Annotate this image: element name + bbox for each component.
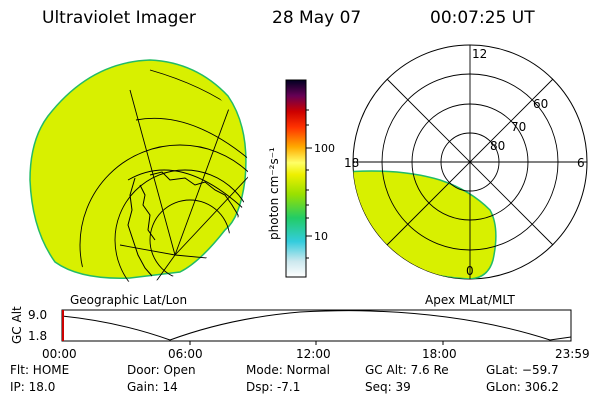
time-tick-0600: 06:00 [168, 347, 203, 361]
coastline [127, 177, 153, 277]
altitude-plot-frame [61, 309, 572, 342]
lat-line [135, 117, 248, 161]
altitude-tick-9: 9.0 [28, 308, 47, 322]
time-tick-1800: 18:00 [422, 347, 457, 361]
mlt-label-0: 0 [466, 264, 474, 278]
gain-info: Gain: 14 [127, 380, 178, 394]
colorbar-unit-label: photon cm⁻²s⁻¹ [267, 147, 281, 240]
ip-info: IP: 18.0 [10, 380, 56, 394]
altitude-curve [61, 310, 572, 341]
altitude-plot: GC Alt 9.0 1.8 00:00 06:00 12:00 18:00 2… [10, 306, 590, 361]
time-tick-2359: 23:59 [555, 347, 590, 361]
time-tick-0000: 00:00 [42, 347, 77, 361]
apex-label: Apex MLat/MLT [425, 293, 515, 307]
altitude-axis-label: GC Alt [10, 306, 24, 344]
lat-circle [79, 144, 248, 282]
gc-alt-info: GC Alt: 7.6 Re [365, 363, 449, 377]
colorbar: 100 10 photon cm⁻²s⁻¹ [267, 79, 335, 278]
mlt-label-18: 18 [344, 156, 359, 170]
geographic-label: Geographic Lat/Lon [70, 293, 188, 307]
date-label: 28 May 07 [272, 8, 362, 28]
coastline [139, 184, 156, 241]
seq-info: Seq: 39 [365, 380, 411, 394]
lon-line [174, 174, 248, 256]
mode-info: Mode: Normal [246, 363, 330, 377]
lat-line [127, 169, 246, 211]
filter-info: Flt: HOME [10, 363, 70, 377]
lat-circle [114, 169, 248, 282]
time-label: 00:07:25 UT [430, 8, 535, 28]
mlt-label-12: 12 [472, 47, 487, 61]
lat-label-80: 80 [490, 139, 505, 153]
glat-info: GLat: −59.7 [486, 363, 559, 377]
altitude-tick-1.8: 1.8 [28, 329, 47, 343]
dsp-info: Dsp: -7.1 [246, 380, 301, 394]
colorbar-scale [285, 79, 307, 278]
emission-region-geo [29, 59, 247, 279]
colorbar-tick-10: 10 [314, 230, 328, 243]
lat-label-60: 60 [533, 97, 548, 111]
lat-line [149, 69, 248, 131]
door-info: Door: Open [127, 363, 196, 377]
lon-line [149, 254, 176, 282]
lat-label-70: 70 [511, 120, 526, 134]
lon-line [119, 244, 176, 256]
lon-line [129, 89, 176, 256]
colorbar-tick-100: 100 [314, 142, 335, 155]
instrument-title: Ultraviolet Imager [42, 8, 196, 28]
time-tick-1200: 12:00 [296, 347, 331, 361]
glon-info: GLon: 306.2 [486, 380, 559, 394]
mlt-label-6: 6 [577, 156, 585, 170]
polar-map: 12 18 6 0 60 70 80 [344, 44, 588, 280]
mlt-meridian [386, 78, 554, 246]
